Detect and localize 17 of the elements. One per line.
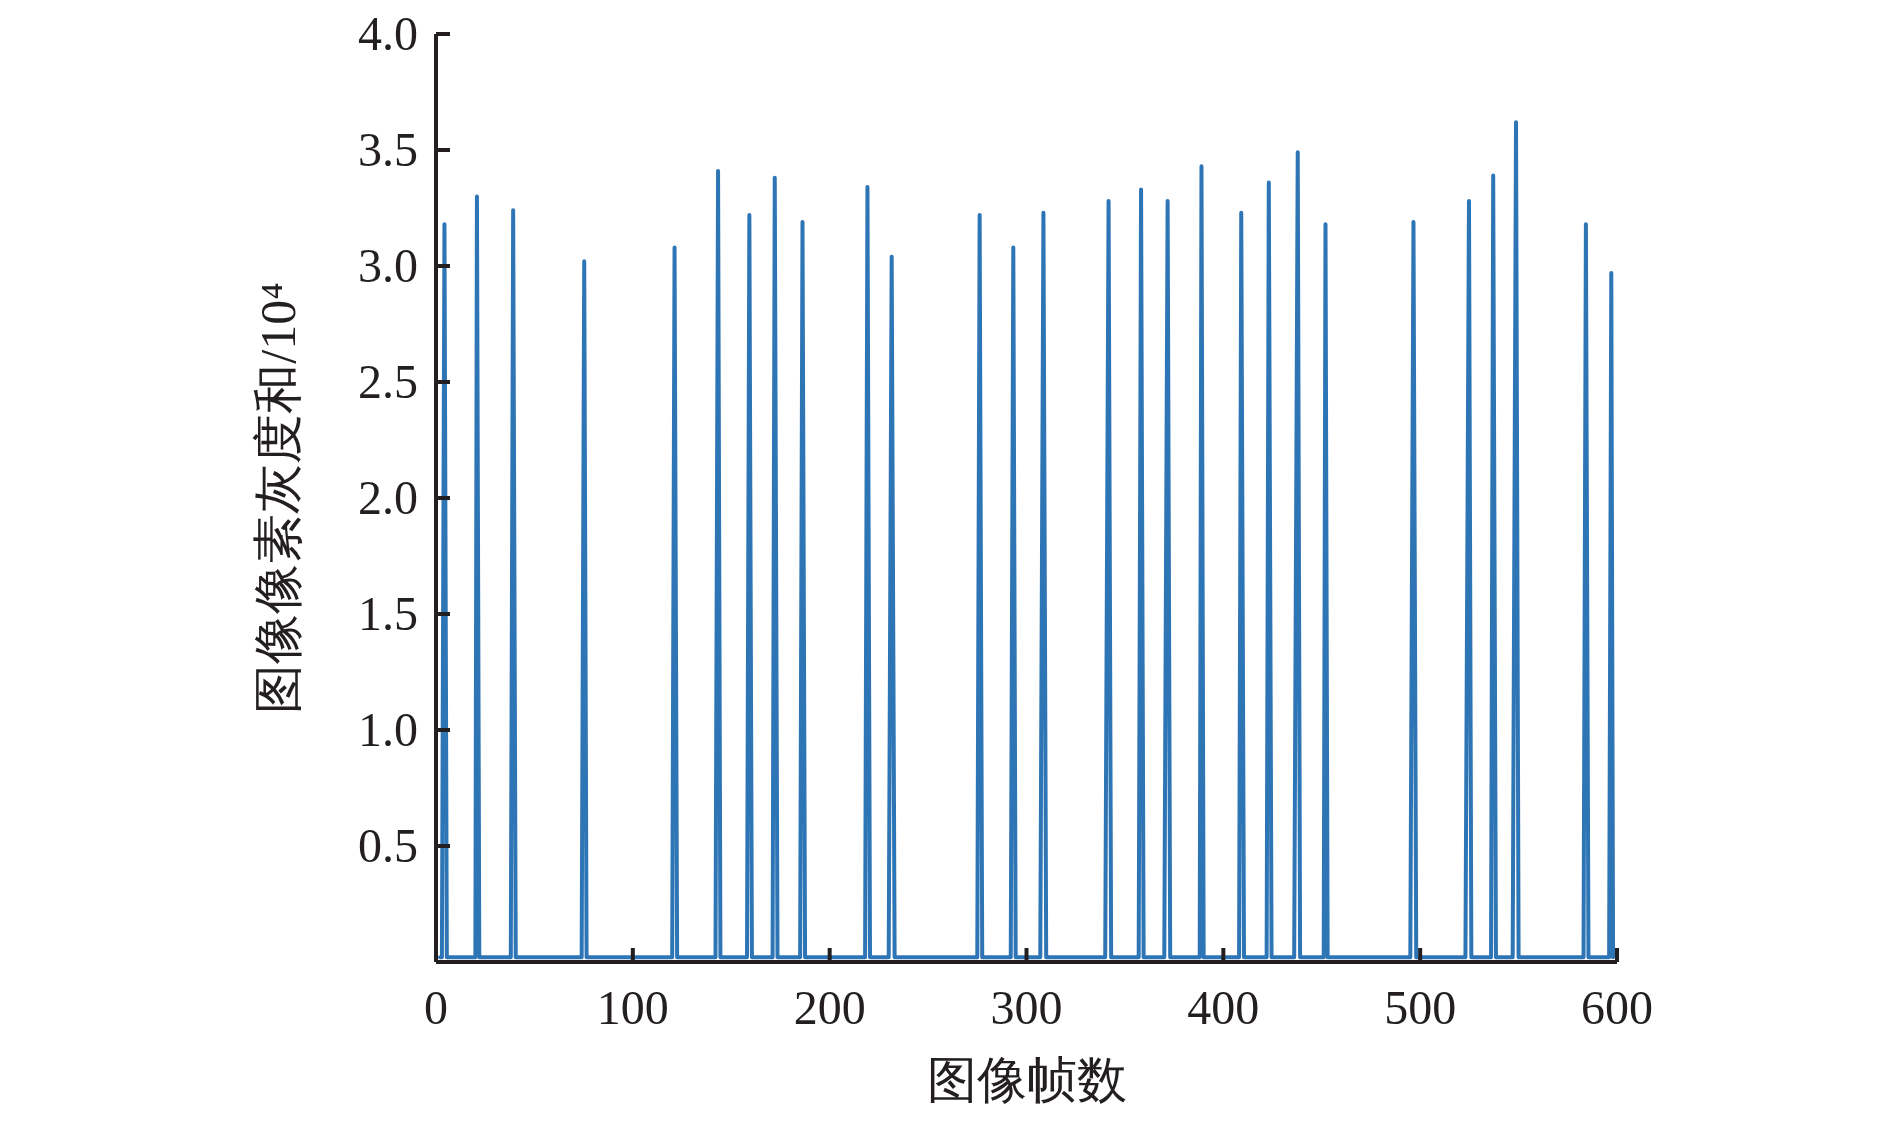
x-tick-label: 100: [596, 981, 669, 1034]
y-tick-label: 0.5: [358, 819, 418, 872]
x-axis-title: 图像帧数: [926, 1052, 1127, 1108]
x-tick-label: 0: [424, 981, 448, 1034]
x-tick-label: 300: [990, 981, 1063, 1034]
y-tick-label: 2.0: [358, 471, 418, 524]
y-axis-title: 图像像素灰度和/10⁴: [250, 282, 306, 714]
x-tick-label: 400: [1187, 981, 1260, 1034]
y-tick-label: 1.5: [358, 587, 418, 640]
y-tick-label: 1.0: [358, 703, 418, 756]
y-tick-label: 3.0: [358, 239, 418, 292]
y-tick-label: 3.5: [358, 123, 418, 176]
x-tick-label: 200: [793, 981, 866, 1034]
y-tick-label: 4.0: [358, 7, 418, 60]
x-tick-label: 500: [1384, 981, 1457, 1034]
x-tick-label: 600: [1581, 981, 1653, 1034]
y-tick-label: 2.5: [358, 355, 418, 408]
